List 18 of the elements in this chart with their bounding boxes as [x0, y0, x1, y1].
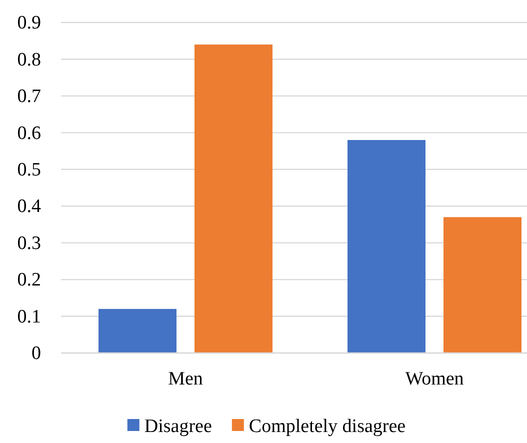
- y-tick-label: 0.4: [17, 196, 42, 218]
- y-tick-label: 0.3: [17, 232, 41, 254]
- y-tick-label: 0.2: [17, 270, 41, 291]
- y-tick-label: 0.6: [17, 122, 41, 144]
- x-tick-label: Women: [405, 368, 464, 390]
- legend-label: Disagree: [144, 416, 212, 437]
- y-tick-label: 0.9: [17, 12, 41, 34]
- bar: [194, 44, 272, 353]
- legend-label: Completely disagree: [248, 416, 406, 437]
- y-tick-label: 0.5: [17, 159, 41, 180]
- y-tick-label: 0.1: [17, 306, 41, 328]
- y-tick-label: 0.8: [17, 49, 41, 70]
- x-tick-label: Men: [168, 368, 204, 390]
- bar: [348, 140, 426, 353]
- y-tick-label: 0: [32, 343, 41, 364]
- bar: [444, 217, 522, 353]
- bar: [98, 308, 176, 353]
- y-tick-label: 0.7: [17, 86, 41, 108]
